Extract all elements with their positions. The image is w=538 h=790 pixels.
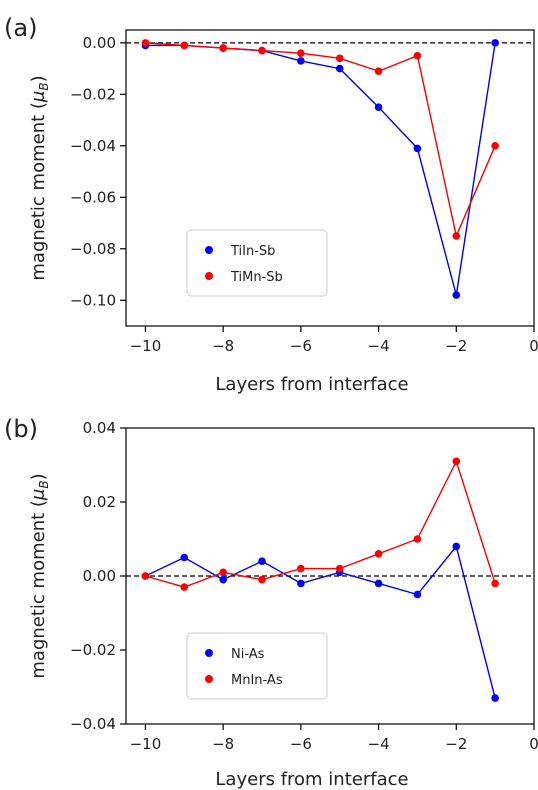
legend-marker	[205, 649, 213, 657]
data-point-mnin-as	[452, 457, 461, 466]
y-tick-label: 0.00	[83, 567, 116, 585]
y-axis-label-subscript: B	[37, 480, 51, 488]
series-line-mnin-as	[145, 459, 496, 588]
data-point-mnin-as	[258, 575, 266, 584]
y-axis-label: magnetic moment (μB)	[28, 75, 51, 280]
y-tick-label: −0.08	[70, 240, 116, 258]
chart-panel-b: −10 −8 −6 −4 −2 0 0.04 0.02 0.00 −0.02 −0.04 Layers…	[4, 415, 538, 790]
legend-marker	[205, 675, 213, 683]
y-axis-label-text: magnetic moment (	[28, 102, 49, 281]
x-tick-label: −10	[130, 337, 162, 355]
y-tick-label: 0.00	[83, 34, 116, 52]
data-point-mnin-as	[374, 550, 383, 558]
data-point-timn-sb	[297, 49, 305, 57]
legend-label: MnIn-As	[231, 673, 283, 688]
data-point-timn-sb	[374, 67, 383, 75]
data-point-timn-sb	[141, 39, 150, 47]
x-axis-label: Layers from interface	[215, 374, 408, 395]
y-axis-label-subscript: B	[37, 82, 51, 90]
data-point-mnin-as	[219, 568, 227, 577]
x-tick-label: −4	[368, 337, 390, 355]
y-tick-label: 0.02	[83, 493, 116, 511]
data-point-timn-sb	[180, 41, 189, 50]
y-axis-label-text: magnetic moment (	[28, 500, 49, 679]
plot-frame	[125, 29, 535, 327]
panel-label: (a)	[4, 14, 37, 42]
x-tick-label: −6	[290, 337, 312, 355]
data-point-timn-sb	[219, 44, 227, 52]
legend: TiIn-Sb TiMn-Sb	[186, 229, 328, 297]
data-point-tiin-sb	[335, 64, 344, 73]
data-point-ni-as	[374, 579, 383, 588]
data-point-timn-sb	[491, 142, 499, 150]
data-point-tiin-sb	[452, 291, 461, 299]
x-tick-label: −2	[445, 735, 467, 753]
chart-panel-a: −10 −8 −6 −4 −2 0 0.00 −0.02 −0.04 −0.06 −0.08 −0.1…	[4, 14, 538, 395]
data-point-timn-sb	[413, 51, 422, 60]
y-tick-label: −0.04	[70, 137, 116, 155]
y-axis-label-symbol: μ	[28, 489, 49, 501]
y-axis-label: magnetic moment (μB)	[28, 473, 51, 678]
y-tick-label: 0.04	[83, 419, 116, 437]
y-tick-label: −0.04	[70, 715, 116, 733]
y-tick-label: −0.02	[70, 641, 116, 659]
series-line-timn-sb	[145, 42, 496, 239]
data-point-ni-as	[491, 694, 499, 702]
series-line-ni-as	[145, 544, 496, 699]
data-point-mnin-as	[141, 572, 150, 580]
y-axis-label-symbol: μ	[28, 91, 49, 103]
y-tick-label: −0.10	[70, 291, 116, 309]
y-tick-label: −0.02	[70, 85, 116, 103]
data-point-timn-sb	[335, 54, 344, 63]
legend: Ni-As MnIn-As	[186, 632, 328, 700]
data-point-mnin-as	[297, 564, 305, 573]
data-point-tiin-sb	[413, 144, 422, 153]
legend-label: Ni-As	[231, 647, 265, 662]
x-tick-label: −2	[445, 337, 467, 355]
data-point-mnin-as	[335, 564, 344, 573]
x-tick-label: −4	[368, 735, 390, 753]
data-point-ni-as	[180, 553, 189, 562]
legend-label: TiIn-Sb	[230, 244, 275, 259]
x-tick-label: −10	[130, 735, 162, 753]
data-point-ni-as	[258, 557, 266, 565]
data-point-tiin-sb	[491, 39, 499, 47]
y-axis-label-close: )	[28, 75, 49, 82]
data-point-mnin-as	[413, 535, 422, 543]
y-axis-label-close: )	[28, 473, 49, 480]
x-tick-label: 0	[529, 735, 538, 753]
legend-box	[186, 229, 328, 297]
x-tick-label: −8	[212, 337, 234, 355]
legend-marker	[205, 246, 213, 254]
panel-label: (b)	[4, 415, 38, 443]
data-point-tiin-sb	[374, 103, 383, 112]
x-tick-label: 0	[529, 337, 538, 355]
data-point-ni-as	[413, 590, 422, 599]
data-point-mnin-as	[180, 583, 189, 591]
data-point-timn-sb	[452, 232, 461, 240]
x-tick-label: −8	[212, 735, 234, 753]
data-point-tiin-sb	[297, 57, 305, 65]
data-point-ni-as	[452, 542, 461, 551]
legend-marker	[205, 272, 213, 280]
legend-label: TiMn-Sb	[230, 270, 283, 285]
x-axis-label: Layers from interface	[215, 769, 408, 790]
data-point-ni-as	[219, 575, 227, 584]
data-point-timn-sb	[258, 46, 266, 55]
data-point-mnin-as	[491, 579, 499, 588]
legend-box	[186, 632, 328, 700]
data-point-ni-as	[297, 579, 305, 588]
x-tick-label: −6	[290, 735, 312, 753]
y-tick-label: −0.06	[70, 188, 116, 206]
